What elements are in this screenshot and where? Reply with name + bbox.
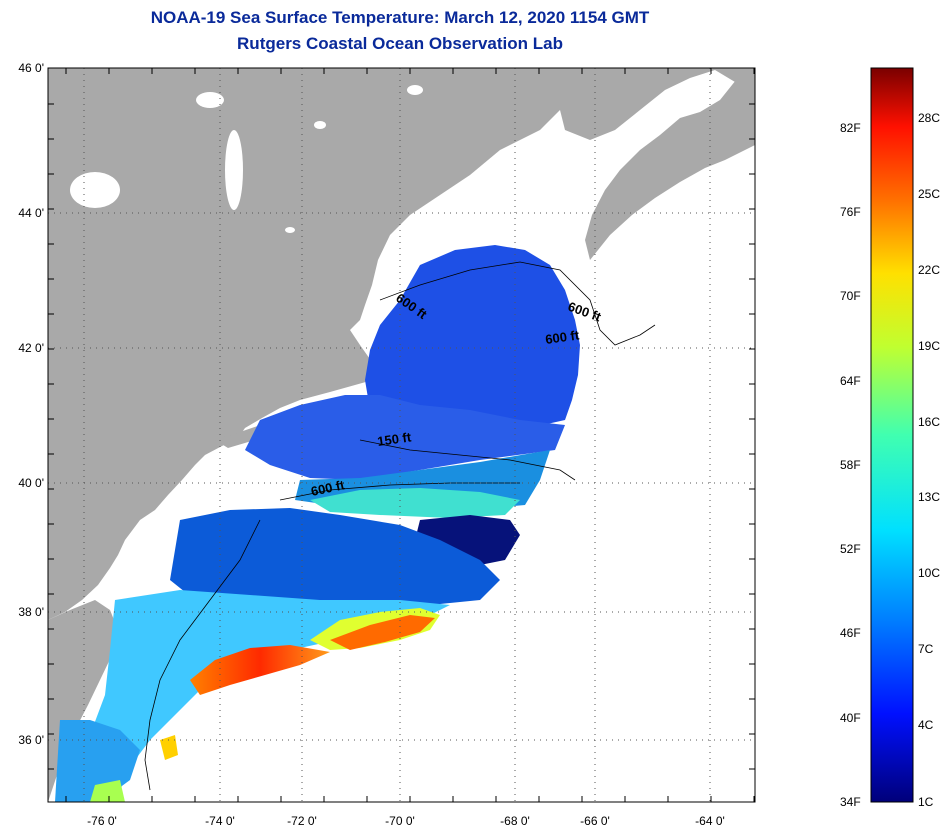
map-frame [47,67,756,803]
lon-label-76: -76 0' [87,814,117,828]
lat-label-44: 44 0' [18,206,44,220]
lon-label-70: -70 0' [385,814,415,828]
lat-label-46: 46 0' [18,61,44,75]
colorbar-label-19c: 19C [918,339,941,353]
lon-label-72: -72 0' [287,814,317,828]
lon-label-64: -64 0' [695,814,725,828]
lat-label-40: 40 0' [18,476,44,490]
land-nova-scotia [585,75,755,260]
lakes [70,85,423,233]
colorbar-label-22c: 22C [918,263,941,277]
lat-label-42: 42 0' [18,341,44,355]
bathymetry-contours [144,261,656,791]
colorbar-label-82f: 82F [840,121,861,135]
contour-label-150ft: 150 ft [376,429,412,449]
colorbar-label-76f: 76F [840,205,861,219]
map-area: 600 ft 600 ft 600 ft 150 ft 600 ft [48,68,755,802]
lat-label-38: 38 0' [18,605,44,619]
lon-label-68: -68 0' [500,814,530,828]
lat-label-36: 36 0' [18,733,44,747]
lon-label-66: -66 0' [580,814,610,828]
map-subtitle: Rutgers Coastal Ocean Observation Lab [237,34,563,53]
map-title: NOAA-19 Sea Surface Temperature: March 1… [150,8,650,27]
graticule [48,68,755,802]
colorbar-label-70f: 70F [840,289,861,303]
colorbar-label-28c: 28C [918,111,941,125]
longitude-labels: -76 0' -74 0' -72 0' -70 0' -68 0' -66 0… [87,814,725,828]
colorbar-label-16c: 16C [918,415,941,429]
colorbar-label-52f: 52F [840,542,861,556]
colorbar-label-13c: 13C [918,490,941,504]
land-canada [560,68,755,140]
colorbar-label-40f: 40F [840,711,861,725]
colorbar-label-10c: 10C [918,566,941,580]
colorbar-label-1c: 1C [918,795,934,809]
axis-ticks [48,68,755,802]
lon-label-74: -74 0' [205,814,235,828]
colorbar-label-58f: 58F [840,458,861,472]
colorbar-label-64f: 64F [840,374,861,388]
colorbar [870,67,914,803]
colorbar-label-46f: 46F [840,626,861,640]
sst-field [55,245,580,802]
colorbar-label-34f: 34F [840,795,861,809]
land-mainland [48,68,560,620]
contour-label-600ft-c: 600 ft [544,327,580,347]
latitude-labels: 46 0' 44 0' 42 0' 40 0' 38 0' 36 0' [18,61,44,747]
colorbar-label-7c: 7C [918,642,934,656]
colorbar-label-4c: 4C [918,718,934,732]
colorbar-label-25c: 25C [918,187,941,201]
